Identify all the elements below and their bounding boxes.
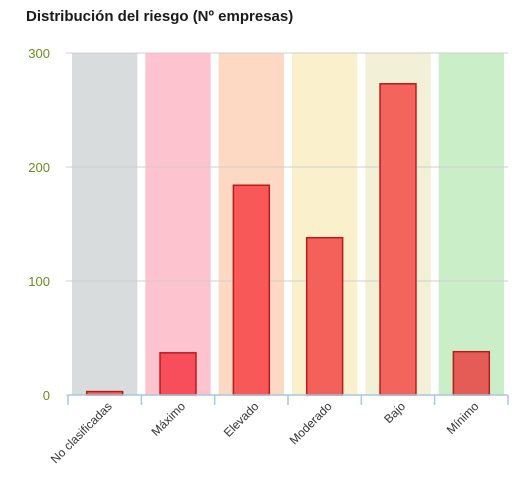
y-tick-label: 200 <box>28 160 50 175</box>
bar[interactable] <box>232 184 271 396</box>
bar[interactable] <box>452 350 491 396</box>
x-tick-label: Elevado <box>221 399 262 440</box>
category-band <box>438 53 504 395</box>
bar[interactable] <box>305 236 344 396</box>
x-tick-label: Moderado <box>287 399 335 447</box>
x-tick-label: Mínimo <box>444 399 482 437</box>
category-band <box>72 53 138 395</box>
y-tick-label: 300 <box>28 46 50 61</box>
y-tick-label: 100 <box>28 274 50 289</box>
x-tick-label: No clasificadas <box>48 399 115 466</box>
chart-title: Distribución del riesgo (Nº empresas) <box>26 8 294 25</box>
bar[interactable] <box>379 83 417 396</box>
y-tick-label: 0 <box>43 388 50 403</box>
x-tick-label: Máximo <box>149 399 189 439</box>
bar[interactable] <box>159 352 197 396</box>
x-tick-label: Bajo <box>381 399 408 426</box>
category-band <box>145 53 211 395</box>
